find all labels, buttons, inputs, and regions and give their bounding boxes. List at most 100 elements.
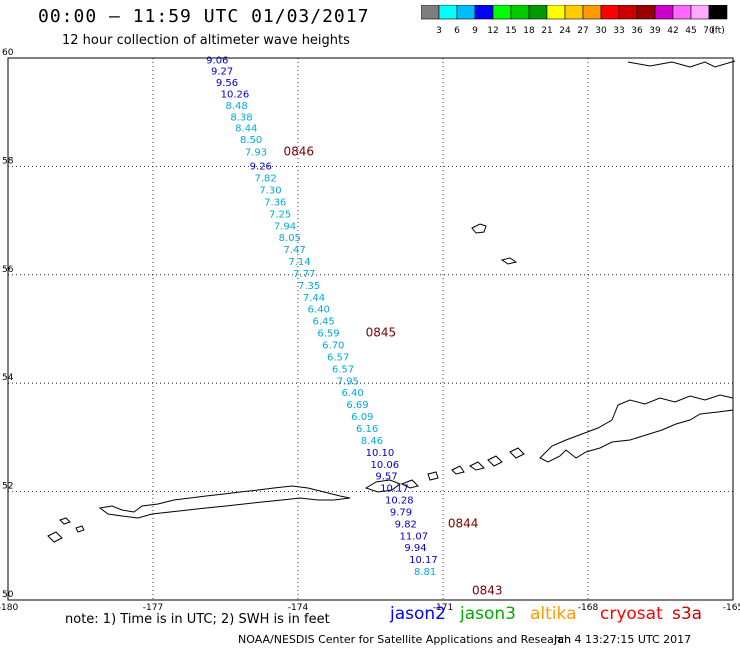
lon-tick-label: -177 bbox=[143, 603, 163, 613]
wave-height-label: 8.38 bbox=[230, 112, 252, 123]
lon-tick-label: -171 bbox=[433, 603, 453, 613]
coastline bbox=[98, 485, 351, 519]
wave-height-label: 7.47 bbox=[284, 245, 306, 256]
lat-tick-label: 50 bbox=[2, 590, 14, 600]
wave-height-label: 9.57 bbox=[375, 472, 397, 483]
footnote: note: 1) Time is in UTC; 2) SWH is in fe… bbox=[65, 612, 330, 627]
wave-height-label: 7.30 bbox=[259, 186, 281, 197]
legend-label: 45 bbox=[685, 26, 696, 36]
coastline bbox=[427, 471, 439, 481]
wave-height-label: 7.82 bbox=[255, 174, 277, 185]
pass-time-label: 0846 bbox=[284, 145, 315, 159]
wave-height-label: 8.44 bbox=[235, 124, 257, 135]
wave-height-label: 9.56 bbox=[216, 78, 238, 89]
wave-height-label: 7.14 bbox=[288, 257, 310, 268]
wave-height-label: 10.28 bbox=[385, 496, 414, 507]
wave-height-label: 9.79 bbox=[390, 507, 412, 518]
coastline bbox=[627, 60, 736, 68]
coastline bbox=[509, 447, 525, 459]
sat-s3a: s3a bbox=[672, 604, 703, 624]
coastline bbox=[364, 479, 402, 493]
legend-label: 24 bbox=[559, 26, 571, 36]
map-subtitle: 12 hour collection of altimeter wave hei… bbox=[62, 33, 350, 48]
wave-height-label: 9.82 bbox=[395, 519, 417, 530]
sat-jason2: jason2 bbox=[390, 604, 446, 624]
legend-label: 9 bbox=[472, 26, 478, 36]
wave-height-label: 6.16 bbox=[356, 424, 378, 435]
wave-height-label: 6.59 bbox=[317, 329, 339, 340]
coastline bbox=[487, 455, 503, 467]
wave-height-label: 8.05 bbox=[279, 233, 301, 244]
wave-height-label: 10.17 bbox=[409, 555, 438, 566]
coastline bbox=[471, 223, 487, 234]
wave-height-label: 6.09 bbox=[351, 412, 373, 423]
lat-tick-label: 54 bbox=[2, 373, 14, 383]
coastline bbox=[47, 531, 63, 543]
legend-label: 3 bbox=[436, 26, 442, 36]
legend-swatch bbox=[708, 5, 728, 20]
wave-height-label: 7.44 bbox=[303, 293, 325, 304]
legend-label: 70 bbox=[703, 26, 715, 36]
wave-height-label: 11.07 bbox=[400, 531, 429, 542]
wave-height-label: 8.48 bbox=[226, 101, 248, 112]
legend-label: 42 bbox=[667, 26, 678, 36]
footer-credit: NOAA/NESDIS Center for Satellite Applica… bbox=[238, 633, 691, 646]
sat-altika: altika bbox=[530, 604, 577, 624]
wave-height-label: 10.06 bbox=[371, 460, 400, 471]
legend-label: 33 bbox=[613, 26, 624, 36]
credit-text: NOAA/NESDIS Center for Satellite Applica… bbox=[238, 633, 572, 646]
lat-tick-label: 52 bbox=[2, 482, 13, 492]
coastline bbox=[59, 517, 71, 525]
sat-jason3: jason3 bbox=[460, 604, 516, 624]
pass-time-label: 0845 bbox=[366, 326, 397, 340]
wave-height-label: 7.95 bbox=[337, 376, 359, 387]
wave-height-label: 6.57 bbox=[327, 352, 349, 363]
legend-label: 18 bbox=[523, 26, 535, 36]
wave-height-label: 7.77 bbox=[293, 269, 315, 280]
legend-label: 27 bbox=[577, 26, 588, 36]
wave-height-color-legend: 3 6 9 12 15 18 21 24 27 30 33 36 39 42 45 70(ft) bbox=[421, 5, 728, 36]
wave-height-label: 7.94 bbox=[274, 221, 296, 232]
legend-label: 12 bbox=[487, 26, 498, 36]
legend-label: 39 bbox=[649, 26, 661, 36]
wave-height-label: 8.46 bbox=[361, 436, 383, 447]
legend-label: 6 bbox=[454, 26, 460, 36]
legend-label: 21 bbox=[541, 26, 552, 36]
coastline bbox=[500, 257, 518, 265]
wave-height-label: 7.93 bbox=[245, 148, 267, 159]
wave-height-label: 9.06 bbox=[206, 55, 228, 66]
wave-height-label: 6.45 bbox=[313, 317, 335, 328]
coastline bbox=[400, 479, 419, 489]
wave-height-label: 9.26 bbox=[250, 162, 272, 173]
wave-height-label: 6.57 bbox=[332, 364, 354, 375]
wave-height-label: 6.40 bbox=[342, 388, 364, 399]
legend-label: 15 bbox=[505, 26, 516, 36]
pass-time-label: 0843 bbox=[472, 584, 503, 598]
lat-tick-label: 58 bbox=[2, 156, 14, 166]
lat-tick-label: 60 bbox=[2, 48, 14, 58]
wave-height-label: 9.27 bbox=[211, 66, 233, 77]
lat-tick-label: 56 bbox=[2, 265, 14, 275]
wave-height-label: 7.36 bbox=[264, 197, 286, 208]
wave-height-label: 8.50 bbox=[240, 135, 262, 146]
lon-tick-label: -180 bbox=[0, 603, 18, 613]
wave-height-label: 8.81 bbox=[414, 567, 436, 578]
coastline bbox=[469, 461, 485, 471]
wave-height-label: 10.17 bbox=[380, 484, 409, 495]
coastline bbox=[539, 394, 734, 463]
sat-cryosat: cryosat bbox=[600, 604, 663, 624]
lon-tick-label: -165 bbox=[723, 603, 740, 613]
timestamp: Jan 4 13:27:15 UTC 2017 bbox=[554, 633, 692, 646]
wave-height-label: 6.40 bbox=[308, 305, 330, 316]
legend-label: 36 bbox=[631, 26, 643, 36]
wave-height-label: 10.10 bbox=[366, 448, 395, 459]
wave-height-label: 10.26 bbox=[221, 90, 250, 101]
coastline bbox=[451, 465, 465, 475]
lon-tick-label: -174 bbox=[288, 603, 309, 613]
map-frame bbox=[7, 57, 734, 601]
wave-height-label: 6.69 bbox=[346, 400, 368, 411]
wave-height-label: 6.70 bbox=[322, 341, 344, 352]
legend-label: 30 bbox=[595, 26, 607, 36]
wave-height-label: 7.35 bbox=[298, 281, 320, 292]
